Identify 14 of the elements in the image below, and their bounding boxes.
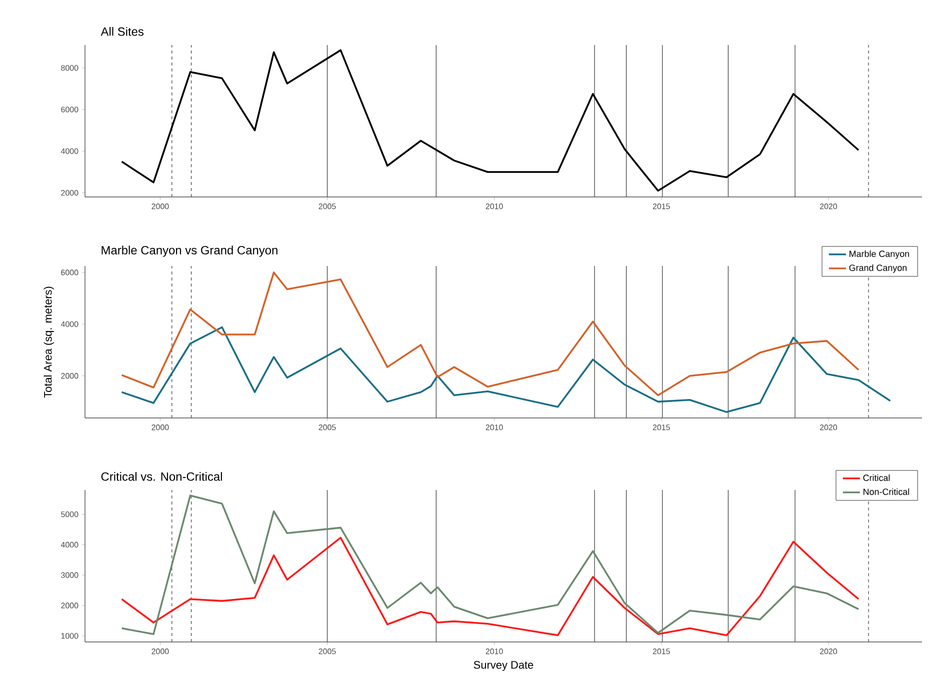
chart-title: Marble Canyon vs Grand Canyon (102, 246, 278, 257)
chart-title: Critical vs. Non-Critical (101, 472, 222, 481)
legend-label: Non-Critical (864, 488, 910, 495)
line-series (120, 49, 860, 192)
legend-label: Marble Canyon (850, 250, 910, 259)
line-series (120, 536, 860, 636)
legend-label: Critical (863, 474, 890, 482)
y-axis-title: Total Area (sq. meters) (44, 286, 54, 398)
chart-title: All Sites (100, 27, 144, 36)
line-series (120, 326, 892, 413)
line-series (120, 272, 860, 396)
x-axis-title: Survey Date (474, 661, 534, 671)
legend-label: Grand Canyon (849, 264, 907, 273)
line-series (120, 494, 860, 635)
